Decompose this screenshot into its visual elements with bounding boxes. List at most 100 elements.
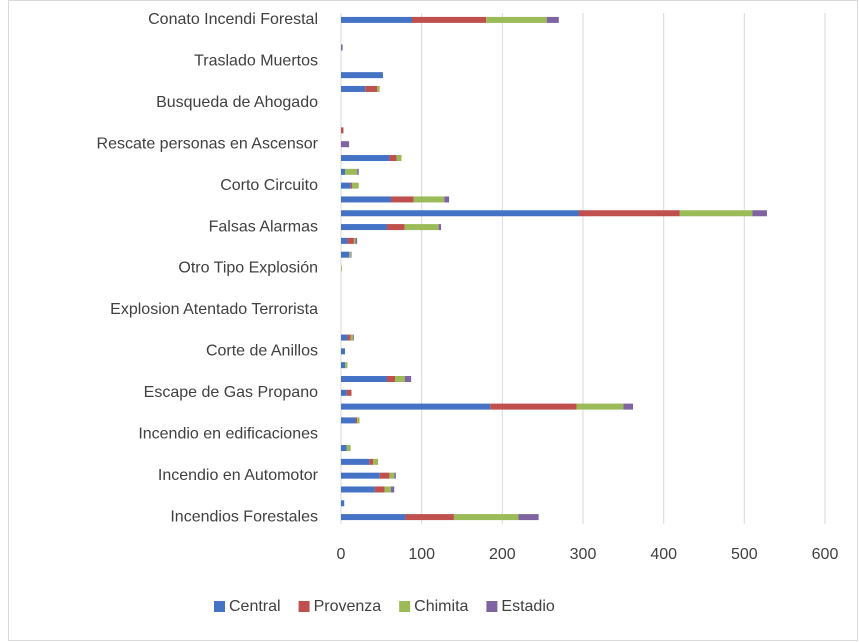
bar-segment [386, 375, 396, 382]
y-tick-label: Otro Tipo Explosión [178, 260, 318, 277]
bar-segment [350, 334, 354, 341]
bar-segment [357, 417, 360, 424]
x-tick-label: 200 [489, 546, 516, 563]
x-tick-label: 400 [650, 546, 677, 563]
y-tick-label: Incendios Forestales [170, 508, 318, 525]
bar-segment [346, 445, 351, 452]
bar-segment [679, 210, 753, 217]
bar-segment [453, 514, 519, 521]
bar-segment [341, 210, 579, 217]
bar-segment [349, 251, 351, 258]
bar-segment [438, 224, 442, 231]
chart-border [8, 0, 858, 641]
bar-segment [341, 182, 351, 189]
x-tick-label: 600 [812, 546, 839, 563]
bar-segment [345, 362, 348, 369]
legend-label: Provenza [314, 598, 382, 615]
bar-segment [394, 472, 396, 479]
legend-swatch [486, 601, 498, 612]
y-tick-label: Incendio en edificaciones [138, 425, 318, 442]
bar-segment [486, 16, 547, 23]
bar-segment [341, 348, 346, 355]
bar-segment [405, 514, 454, 521]
bar-segment [384, 486, 392, 493]
bar-segment [341, 251, 350, 258]
bar-segment [345, 168, 358, 175]
bar-segment [341, 168, 346, 175]
y-tick-label: Escape de Gas Propano [144, 384, 318, 401]
legend-label: Central [229, 598, 281, 615]
bar-segment [341, 362, 346, 369]
bar-segment [377, 85, 380, 92]
bar-segment [404, 375, 412, 382]
y-tick-label: Busqueda de Ahogado [156, 94, 318, 111]
legend-label: Chimita [414, 598, 468, 615]
bar-segment [379, 472, 390, 479]
bar-segment [355, 237, 358, 244]
bar-segment [341, 196, 392, 203]
bar-segment [391, 196, 414, 203]
bar-segment [396, 155, 402, 162]
bar-segment [341, 445, 347, 452]
bar-segment [341, 141, 350, 148]
bar-segment [389, 472, 395, 479]
bar-segment [350, 251, 352, 258]
x-tick-label: 300 [570, 546, 597, 563]
y-tick-label: Rescate personas en Ascensor [97, 135, 319, 152]
bar-segment [341, 16, 412, 23]
bar-segment [752, 210, 767, 217]
bar-segment [373, 458, 379, 465]
bar-segment [341, 155, 390, 162]
bar-segment [353, 237, 356, 244]
bar-segment [518, 514, 539, 521]
bar-segment [347, 237, 354, 244]
y-tick-label: Corte de Anillos [206, 343, 318, 360]
x-tick-label: 500 [731, 546, 758, 563]
legend-label: Estadio [501, 598, 554, 615]
bar-segment [374, 486, 385, 493]
bar-segment [341, 417, 356, 424]
bar-segment [365, 85, 378, 92]
y-tick-label: Incendio en Automotor [158, 467, 319, 484]
bar-segment [341, 486, 375, 493]
bar-segment [341, 265, 342, 272]
bar-segment [341, 500, 345, 507]
bar-segment [355, 417, 358, 424]
bar-segment [623, 403, 634, 410]
y-tick-label: Corto Circuito [220, 177, 318, 194]
legend-swatch [399, 601, 411, 612]
bar-segment [546, 16, 559, 23]
bar-segment [347, 334, 351, 341]
bar-segment [389, 155, 397, 162]
bar-segment [341, 389, 347, 396]
bar-segment [490, 403, 577, 410]
y-tick-label: Falsas Alarmas [209, 218, 318, 235]
bar-segment [576, 403, 624, 410]
bar-segment [369, 458, 374, 465]
bar-segment [353, 334, 354, 341]
y-tick-label: Explosion Atentado Terrorista [110, 301, 318, 318]
bar-segment [341, 334, 348, 341]
x-tick-label: 100 [408, 546, 435, 563]
y-tick-label: Conato Incendi Forestal [148, 11, 318, 28]
bar-segment [341, 403, 491, 410]
bar-segment [341, 458, 370, 465]
bar-segment [404, 224, 439, 231]
bar-segment [341, 472, 380, 479]
bar-segment [341, 237, 348, 244]
bar-segment [413, 196, 445, 203]
bar-segment [444, 196, 450, 203]
bar-segment [341, 127, 344, 134]
bar-segment [578, 210, 680, 217]
bar-segment [391, 486, 395, 493]
bar-segment [341, 72, 383, 79]
bar-segment [386, 224, 405, 231]
bar-segment [350, 182, 353, 189]
bar-segment [395, 375, 405, 382]
legend-swatch [298, 601, 310, 612]
y-tick-label: Traslado Muertos [194, 53, 318, 70]
bar-segment [341, 224, 387, 231]
bar-segment [411, 16, 487, 23]
